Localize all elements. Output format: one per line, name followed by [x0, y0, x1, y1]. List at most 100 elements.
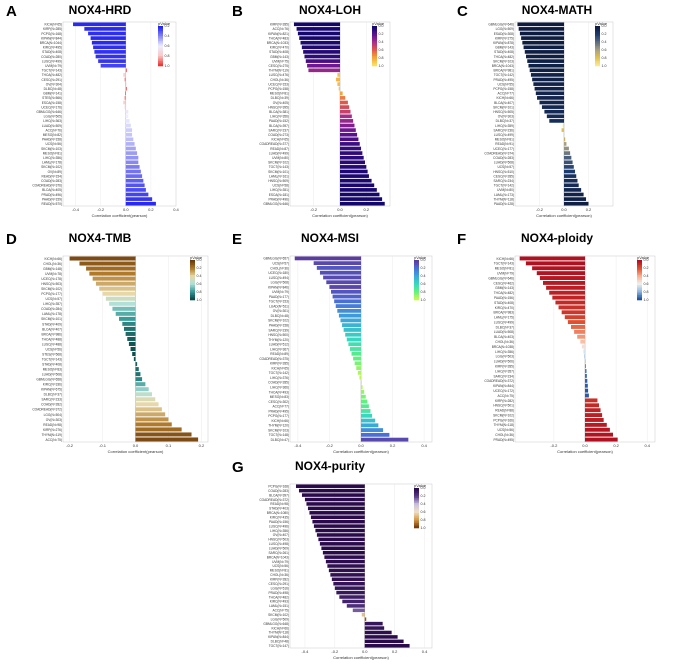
bar	[361, 390, 365, 394]
legend-tick-label: 0.4	[421, 502, 426, 506]
bar	[564, 137, 566, 142]
bar	[135, 412, 166, 417]
bar	[135, 427, 182, 432]
bar	[534, 86, 564, 91]
category-label: LGG(N=509)	[271, 617, 289, 621]
legend-swatch	[158, 34, 163, 37]
category-label: GBMLGG(N=646)	[263, 202, 289, 206]
legend-swatch	[158, 31, 163, 33]
bar	[125, 188, 146, 192]
bar	[340, 183, 375, 188]
panel-letter: B	[232, 3, 243, 20]
panel-nox4-purity: G NOX4-purity -0.4 -0.2 0.0 0.2 0.4 Correlation…	[232, 459, 433, 660]
category-label: GBM(N=148)	[43, 267, 62, 271]
category-label: BRCA(N=1033)	[267, 41, 289, 45]
bar	[340, 142, 360, 146]
category-label: MESO(N=81)	[495, 138, 514, 142]
category-label: MESO(N=83)	[270, 395, 289, 399]
legend-swatch	[158, 56, 163, 58]
legend-swatch	[158, 39, 163, 42]
bar	[561, 128, 564, 132]
bar	[296, 27, 340, 31]
bar	[340, 188, 377, 192]
bar	[135, 377, 143, 382]
category-label: STES(N=568)	[42, 352, 62, 356]
bar	[338, 313, 361, 318]
bar	[124, 105, 126, 109]
bar	[558, 305, 585, 310]
category-label: UVM(N=79)	[272, 560, 289, 564]
bar	[564, 165, 574, 169]
bar	[127, 336, 136, 341]
bar	[135, 402, 159, 407]
legend-tick-label: 0.4	[421, 274, 426, 278]
bar	[125, 146, 136, 151]
category-label: TGCT(N=143)	[494, 262, 514, 266]
legend-swatch	[414, 526, 419, 529]
category-label: KICH(N=66)	[45, 257, 62, 261]
bar	[124, 77, 126, 82]
category-label: CHOL(N=36)	[270, 78, 289, 82]
bar	[521, 36, 564, 40]
legend-swatch	[637, 275, 642, 277]
legend-swatch	[637, 268, 642, 271]
bar	[340, 155, 364, 160]
legend-swatch	[372, 56, 377, 58]
category-label: PCPG(N=166)	[493, 418, 514, 422]
category-label: LIHC(N=356)	[270, 115, 289, 119]
category-label: PCPG(N=177)	[268, 414, 289, 418]
legend-tick-label: 0.6	[421, 510, 426, 514]
bar	[340, 178, 372, 183]
category-label: LUAD(N=508)	[494, 161, 514, 165]
category-label: LGG(N=503)	[496, 355, 514, 359]
legend-swatch	[414, 521, 419, 524]
category-label: TGCT(N=147)	[269, 644, 289, 648]
legend-title: pValue	[414, 255, 427, 260]
bar	[564, 201, 589, 206]
category-label: HNSC(N=500)	[268, 333, 289, 337]
bar	[133, 357, 136, 362]
panel-letter: A	[6, 3, 17, 20]
bar	[532, 266, 585, 271]
legend-tick-label: 0.6	[421, 282, 426, 286]
x-tick-label: 0.2	[586, 207, 592, 212]
category-label: LGG(N=509)	[496, 27, 514, 31]
category-label: KICH(N=66)	[272, 626, 289, 630]
category-label: PRAD(N=496)	[269, 197, 289, 201]
bar	[132, 352, 136, 357]
bar	[581, 344, 585, 349]
legend-swatch	[158, 51, 163, 53]
legend-tick-label: 0.6	[165, 44, 170, 48]
bar	[319, 270, 361, 275]
bar	[564, 169, 576, 174]
bar	[299, 36, 340, 40]
category-label: LAML(N=175)	[494, 316, 514, 320]
bar	[105, 296, 136, 301]
legend-swatch	[414, 504, 419, 507]
legend-swatch	[190, 266, 195, 269]
legend-swatch	[372, 34, 377, 37]
category-label: READ(N=88)	[495, 409, 514, 413]
x-tick-label: 0.0	[561, 207, 567, 212]
bar	[522, 40, 564, 45]
legend-swatch	[637, 266, 642, 269]
category-label: LGG(N=516)	[271, 586, 289, 590]
category-label: UCS(N=56)	[45, 142, 62, 146]
bar	[125, 114, 129, 119]
legend-swatch	[414, 514, 419, 517]
bar	[352, 608, 365, 613]
category-label: DLBC(N=37)	[496, 119, 514, 123]
bar	[339, 595, 365, 599]
category-label: SKCM(N=101)	[493, 105, 514, 109]
legend-swatch	[158, 47, 163, 50]
category-label: LIHC(N=366)	[270, 385, 289, 389]
legend-tick-label: 1.0	[644, 298, 649, 302]
bar	[125, 160, 139, 165]
bar	[333, 581, 365, 586]
bar	[518, 27, 564, 31]
category-label: STAD(N=408)	[494, 50, 514, 54]
legend-swatch	[158, 29, 163, 32]
chart-title: NOX4-ploidy	[521, 231, 593, 245]
bar	[125, 137, 134, 142]
bar	[564, 151, 571, 155]
